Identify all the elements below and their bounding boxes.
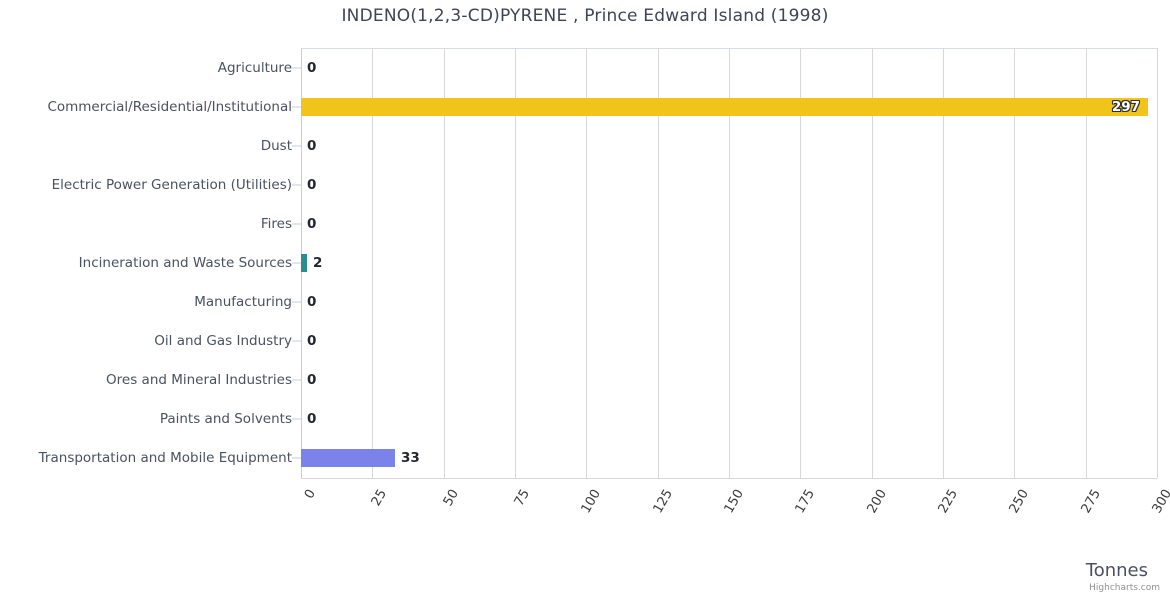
x-axis-ticklabel: 200 <box>864 487 890 517</box>
gridline-vertical <box>444 48 445 478</box>
bar-row: Commercial/Residential/Institutional 297 <box>0 87 1170 126</box>
category-tick <box>292 67 301 69</box>
gridline-vertical <box>872 48 873 478</box>
category-label: Oil and Gas Industry <box>154 333 292 350</box>
category-label: Fires <box>260 215 292 232</box>
bar-value-label: 0 <box>307 333 317 350</box>
bar-row: Electric Power Generation (Utilities) 0 <box>0 165 1170 204</box>
category-tick <box>292 106 301 108</box>
gridline-vertical <box>586 48 587 478</box>
gridline-vertical <box>1014 48 1015 478</box>
bar[interactable] <box>301 253 307 272</box>
bar-value-label: 2 <box>313 254 323 271</box>
gridline-vertical <box>729 48 730 478</box>
x-axis-ticklabel: 25 <box>368 487 390 509</box>
bar-value-label: 297 <box>1111 98 1140 115</box>
bar-row: Incineration and Waste Sources 2 <box>0 243 1170 282</box>
gridline-vertical <box>372 48 373 478</box>
category-tick <box>292 301 301 303</box>
x-axis-line <box>301 478 1157 479</box>
category-tick <box>292 262 301 264</box>
bar[interactable] <box>301 449 395 468</box>
bar-row: Fires 0 <box>0 204 1170 243</box>
x-axis-ticklabel: 125 <box>650 487 676 517</box>
plot-area <box>301 48 1158 478</box>
x-axis-title: Tonnes <box>1085 560 1148 581</box>
bar-value-label: 0 <box>307 215 317 232</box>
x-axis-ticklabel: 225 <box>935 487 961 517</box>
bar-row: Ores and Mineral Industries 0 <box>0 361 1170 400</box>
category-label: Agriculture <box>217 59 292 76</box>
category-tick <box>292 184 301 186</box>
category-label: Manufacturing <box>194 294 292 311</box>
x-axis-ticklabel: 50 <box>440 487 462 509</box>
x-axis-ticklabel: 175 <box>792 487 818 517</box>
bar-value-label: 0 <box>307 372 317 389</box>
gridline-vertical <box>800 48 801 478</box>
category-label: Dust <box>260 137 292 154</box>
x-axis-ticklabel: 75 <box>511 487 533 509</box>
bar[interactable] <box>301 97 1148 116</box>
category-tick <box>292 223 301 225</box>
category-tick <box>292 457 301 459</box>
gridline-vertical <box>1157 48 1158 478</box>
bar-row: Oil and Gas Industry 0 <box>0 322 1170 361</box>
category-label: Electric Power Generation (Utilities) <box>51 176 292 193</box>
bar-value-label: 0 <box>307 411 317 428</box>
x-axis-ticklabel: 300 <box>1149 487 1170 517</box>
category-label: Ores and Mineral Industries <box>106 372 292 389</box>
bar-value-label: 33 <box>401 450 420 467</box>
category-label: Transportation and Mobile Equipment <box>38 450 292 467</box>
category-tick <box>292 379 301 381</box>
gridline-vertical <box>1086 48 1087 478</box>
x-axis-ticklabel: 250 <box>1006 487 1032 517</box>
category-label: Paints and Solvents <box>159 411 292 428</box>
x-axis-ticklabel: 150 <box>721 487 747 517</box>
category-tick <box>292 340 301 342</box>
bar-row: Manufacturing 0 <box>0 283 1170 322</box>
bar-value-label: 0 <box>307 59 317 76</box>
bar-row: Transportation and Mobile Equipment 33 <box>0 439 1170 478</box>
bar-row: Dust 0 <box>0 126 1170 165</box>
bar-row: Paints and Solvents 0 <box>0 400 1170 439</box>
x-axis-ticklabel: 100 <box>578 487 604 517</box>
x-axis-ticklabel: 275 <box>1078 487 1104 517</box>
bar-value-label: 0 <box>307 176 317 193</box>
category-tick <box>292 145 301 147</box>
gridline-vertical <box>515 48 516 478</box>
category-tick <box>292 418 301 420</box>
bar-value-label: 0 <box>307 294 317 311</box>
gridline-vertical <box>943 48 944 478</box>
category-label: Incineration and Waste Sources <box>78 254 292 271</box>
highcharts-credits: Highcharts.com <box>1089 583 1160 593</box>
category-label: Commercial/Residential/Institutional <box>47 98 292 115</box>
bar-row: Agriculture 0 <box>0 48 1170 87</box>
gridline-vertical <box>658 48 659 478</box>
bar-value-label: 0 <box>307 137 317 154</box>
chart-title: INDENO(1,2,3-CD)PYRENE , Prince Edward I… <box>341 6 829 26</box>
x-axis-ticklabel: 0 <box>301 487 319 502</box>
